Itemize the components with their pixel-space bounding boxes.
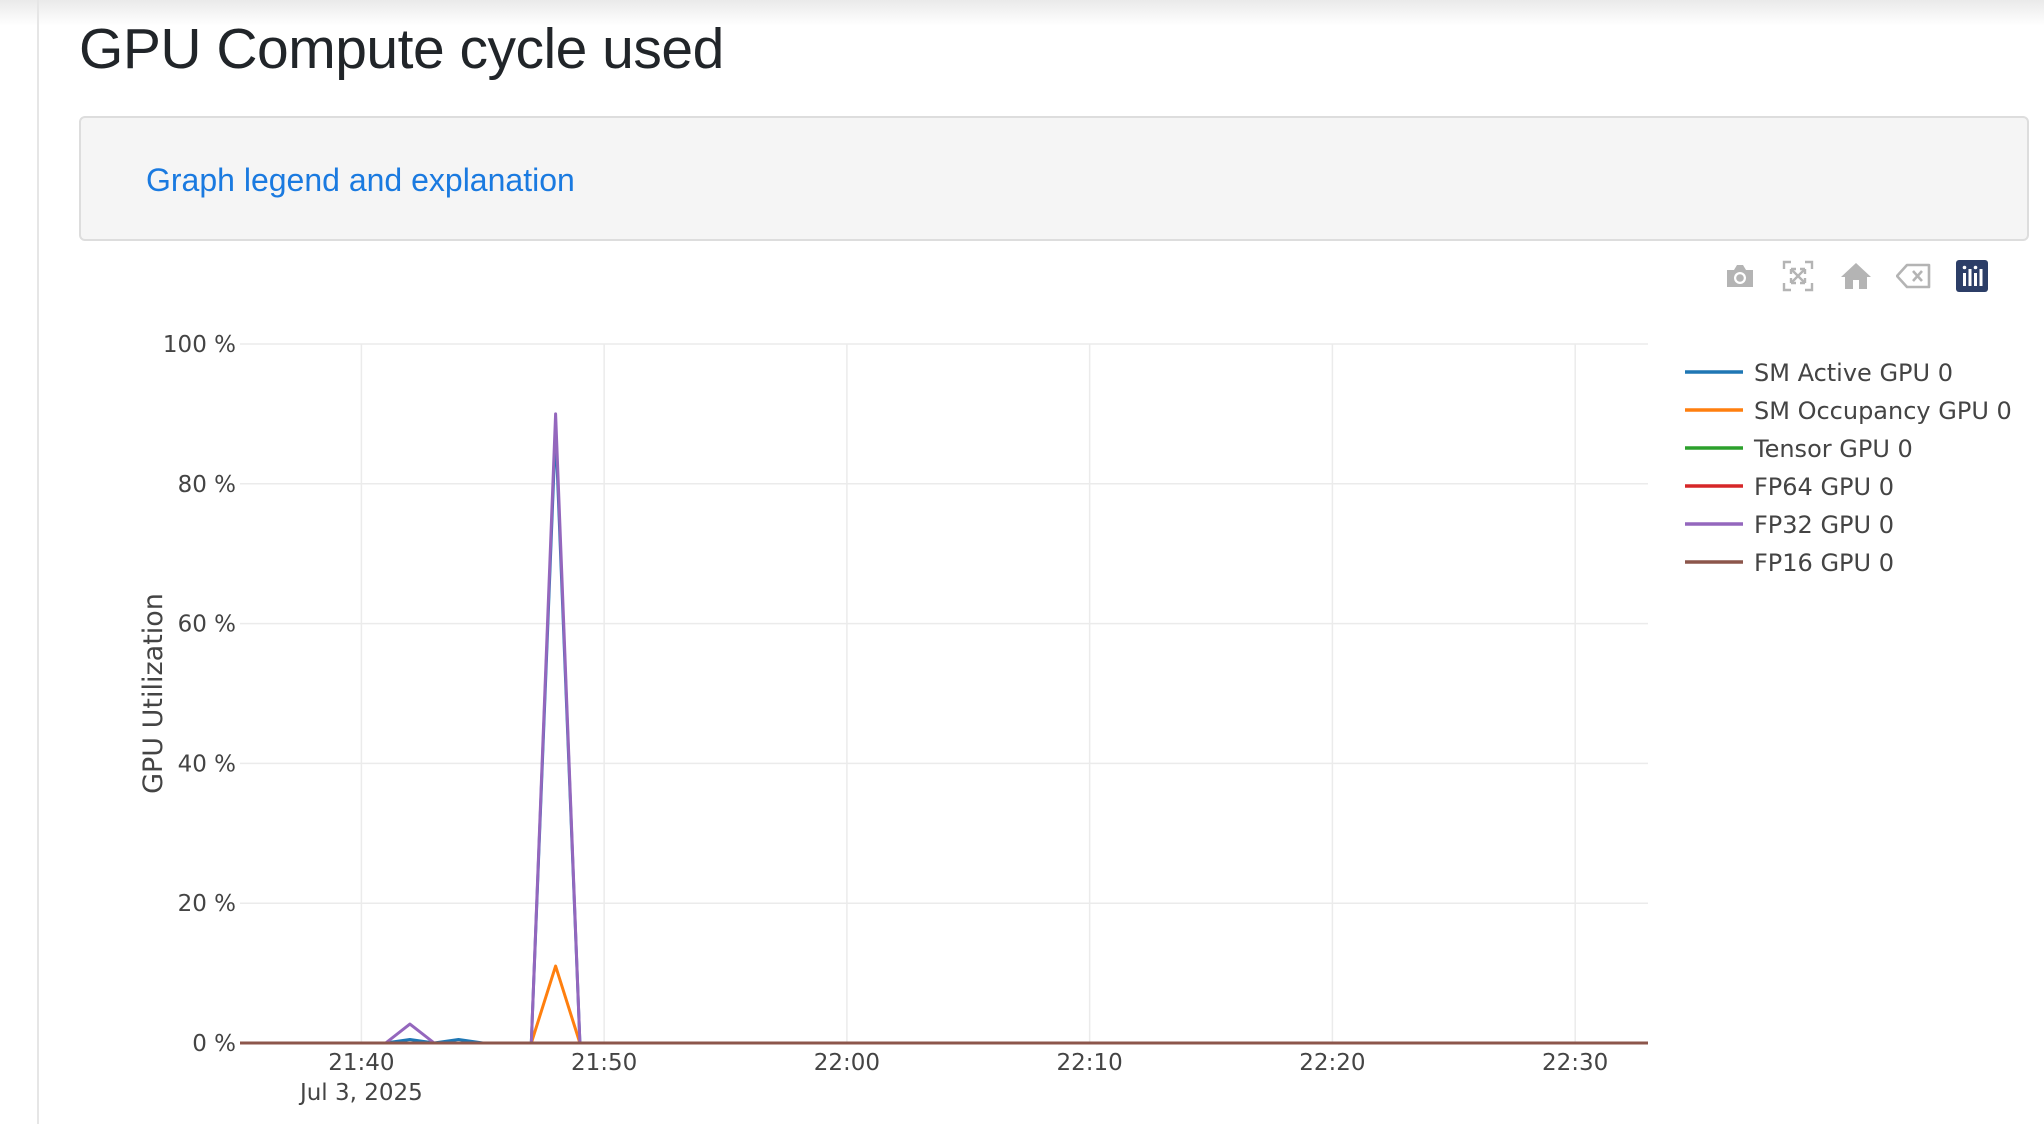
legend-label: FP32 GPU 0 xyxy=(1754,511,1894,539)
graph-legend-link[interactable]: Graph legend and explanation xyxy=(146,162,575,198)
x-tick-label: 22:10 xyxy=(1057,1050,1123,1076)
x-tick-label: 22:30 xyxy=(1542,1050,1608,1076)
series-line-fp32-gpu-0[interactable] xyxy=(240,412,1648,1045)
y-axis-title: GPU Utilization xyxy=(138,593,169,794)
x-tick-label: 22:20 xyxy=(1299,1050,1365,1076)
y-tick-label: 60 % xyxy=(178,612,236,638)
x-date-label: Jul 3, 2025 xyxy=(298,1080,423,1106)
x-tick-label: 21:50 xyxy=(571,1050,637,1076)
y-tick-label: 0 % xyxy=(192,1031,236,1057)
legend-item-fp64-gpu-0[interactable]: FP64 GPU 0 xyxy=(1685,473,1894,501)
legend-item-fp32-gpu-0[interactable]: FP32 GPU 0 xyxy=(1685,511,1894,539)
legend-label: FP64 GPU 0 xyxy=(1754,473,1894,501)
y-tick-label: 80 % xyxy=(178,472,236,498)
legend-label: Tensor GPU 0 xyxy=(1753,435,1913,463)
plotly-logo-icon[interactable] xyxy=(1952,256,1992,296)
legend-label: FP16 GPU 0 xyxy=(1754,549,1894,577)
top-shadow xyxy=(0,0,2044,26)
home-icon[interactable] xyxy=(1836,256,1876,296)
legend-item-fp16-gpu-0[interactable]: FP16 GPU 0 xyxy=(1685,549,1894,577)
grid-layer xyxy=(240,343,1648,1043)
left-divider xyxy=(37,0,39,1124)
series-layer xyxy=(240,412,1648,1045)
legend-item-sm-active-gpu-0[interactable]: SM Active GPU 0 xyxy=(1685,359,1953,387)
chart-modebar xyxy=(1720,254,1992,298)
legend-label: SM Occupancy GPU 0 xyxy=(1754,397,2012,425)
legend-label: SM Active GPU 0 xyxy=(1754,359,1953,387)
legend-item-tensor-gpu-0[interactable]: Tensor GPU 0 xyxy=(1685,435,1913,463)
legend-item-sm-occupancy-gpu-0[interactable]: SM Occupancy GPU 0 xyxy=(1685,397,2012,425)
series-line-sm-active-gpu-0[interactable] xyxy=(240,426,1648,1045)
camera-icon[interactable] xyxy=(1720,256,1760,296)
x-tick-label: 21:40 xyxy=(328,1050,394,1076)
eraser-icon[interactable] xyxy=(1894,256,1934,296)
y-tick-label: 20 % xyxy=(178,891,236,917)
autoscale-icon[interactable] xyxy=(1778,256,1818,296)
chart-legend: SM Active GPU 0 SM Occupancy GPU 0 Tensor … xyxy=(1685,359,2012,577)
page-title: GPU Compute cycle used xyxy=(79,17,724,81)
series-line-sm-occupancy-gpu-0[interactable] xyxy=(240,964,1648,1045)
x-tick-label: 22:00 xyxy=(814,1050,880,1076)
axis-layer: 0 % 20 % 40 % 60 % 80 % 100 % 21:40 21:50 22:00 2… xyxy=(138,332,1648,1106)
graph-legend-panel: Graph legend and explanation xyxy=(79,116,2029,241)
y-tick-label: 40 % xyxy=(178,751,236,777)
y-tick-label: 100 % xyxy=(163,332,236,358)
